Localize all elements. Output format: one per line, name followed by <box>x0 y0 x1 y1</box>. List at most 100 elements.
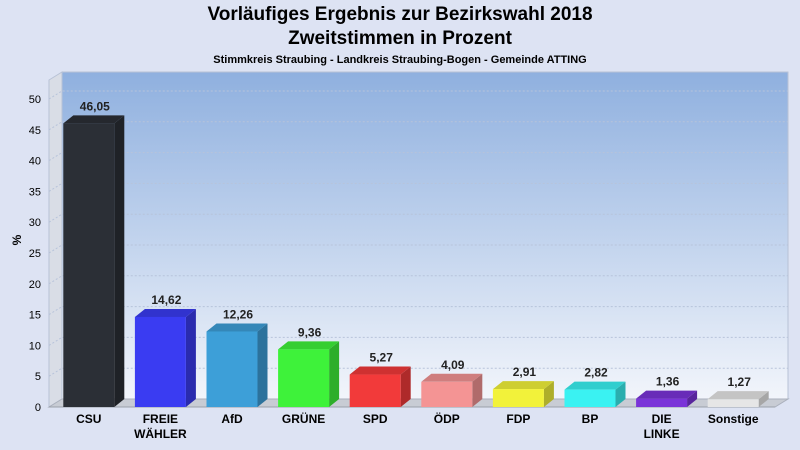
bar-front <box>421 381 473 407</box>
y-tick-label: 35 <box>29 186 41 198</box>
bar-side <box>329 341 340 407</box>
bar <box>63 115 125 407</box>
data-label: 2,82 <box>584 366 608 380</box>
bar-side <box>543 381 554 407</box>
x-tick-label: FREIE WÄHLER <box>134 412 187 441</box>
x-tick-label: AfD <box>221 412 243 426</box>
y-tick-label: 45 <box>29 125 41 137</box>
bar-front <box>206 331 258 407</box>
x-tick-label-line: Sonstige <box>708 412 759 426</box>
bar-side <box>400 366 411 407</box>
x-tick-label-line: WÄHLER <box>134 426 187 441</box>
x-tick-label: DIE LINKE <box>644 412 680 441</box>
gridline <box>48 336 788 346</box>
x-tick-label: FDP <box>506 412 530 426</box>
bar-top <box>278 341 340 350</box>
y-tick-label: 30 <box>29 217 41 229</box>
data-label: 5,27 <box>370 351 394 365</box>
data-label: 9,36 <box>298 325 322 339</box>
bar <box>636 390 698 407</box>
bar-front <box>63 123 115 407</box>
bar-top <box>421 373 483 382</box>
bar <box>492 381 554 407</box>
x-tick-label-line: DIE <box>652 412 672 426</box>
chart-title: Vorläufiges Ergebnis zur Bezirkswahl 201… <box>207 4 593 25</box>
x-tick-label-line: ÖDP <box>434 411 460 426</box>
plot-side-wall <box>48 71 63 408</box>
y-tick-label: 20 <box>29 279 41 291</box>
gridline <box>48 182 788 192</box>
bars <box>63 115 769 407</box>
bar-top <box>636 390 698 399</box>
bar-side <box>615 381 626 407</box>
bar-side <box>257 323 268 407</box>
x-tick-label-line: FDP <box>506 412 530 426</box>
bar-front <box>134 316 186 407</box>
x-tick-label-line: AfD <box>221 412 243 426</box>
x-tick-label: CSU <box>76 412 101 426</box>
x-tick-label: ÖDP <box>434 411 460 426</box>
bar-front <box>278 349 330 407</box>
y-axis-label: % <box>10 234 24 245</box>
data-label: 46,05 <box>80 99 110 113</box>
x-tick-label: SPD <box>363 412 388 426</box>
bar <box>349 366 411 407</box>
bar-side <box>687 390 698 407</box>
data-label: 12,26 <box>223 307 253 321</box>
gridline <box>48 244 788 254</box>
bar-side <box>758 391 769 407</box>
labels: 0 5 10 15 20 25 30 35 40 45 50% 46,05 CSU 14,62 FREIE W… <box>10 94 759 441</box>
bar <box>206 323 268 407</box>
x-tick-label-line: CSU <box>76 412 101 426</box>
x-tick-label-line: LINKE <box>644 427 680 441</box>
data-label: 2,91 <box>513 365 537 379</box>
bar-front <box>564 389 616 407</box>
bar-side <box>472 373 483 407</box>
x-tick-label-line: BP <box>582 412 599 426</box>
y-tick-label: 40 <box>29 156 41 168</box>
y-tick-label: 0 <box>35 402 41 414</box>
gridline <box>48 213 788 223</box>
gridline <box>48 90 788 100</box>
x-tick-label: BP <box>582 412 599 426</box>
x-tick-label-line: FREIE <box>143 412 178 426</box>
y-tick-label: 10 <box>29 340 41 352</box>
bar-front <box>349 374 401 407</box>
bar-top <box>492 381 554 390</box>
bar-top <box>349 366 411 375</box>
data-label: 1,36 <box>656 375 680 389</box>
bar-top <box>63 115 125 124</box>
bar <box>278 341 340 407</box>
bar-top <box>206 323 268 332</box>
bar-front <box>707 399 759 407</box>
gridlines <box>48 90 788 377</box>
data-label: 4,09 <box>441 358 465 372</box>
x-tick-label: GRÜNE <box>282 411 325 426</box>
bar-top <box>564 381 626 390</box>
x-tick-label: Sonstige <box>708 412 759 426</box>
bar <box>134 308 196 407</box>
y-tick-label: 15 <box>29 310 41 322</box>
data-label: 1,27 <box>728 375 752 389</box>
x-tick-label-line: GRÜNE <box>282 411 325 426</box>
gridline <box>48 275 788 285</box>
y-tick-label: 25 <box>29 248 41 260</box>
y-tick-label: 50 <box>29 94 41 106</box>
gridline <box>48 367 788 377</box>
bar-side <box>114 115 125 407</box>
bar <box>707 391 769 407</box>
chart-caption: Stimmkreis Straubing - Landkreis Straubi… <box>213 54 587 66</box>
bar <box>564 381 626 407</box>
chart-subtitle: Zweitstimmen in Prozent <box>288 28 512 49</box>
bar-side <box>185 308 196 407</box>
gridline <box>48 121 788 131</box>
bar <box>421 373 483 407</box>
bar-top <box>134 308 196 317</box>
bar-front <box>492 389 544 407</box>
bar-top <box>707 391 769 400</box>
data-label: 14,62 <box>151 293 181 307</box>
bar-front <box>636 398 688 407</box>
y-tick-label: 5 <box>35 371 41 383</box>
gridline <box>48 152 788 162</box>
